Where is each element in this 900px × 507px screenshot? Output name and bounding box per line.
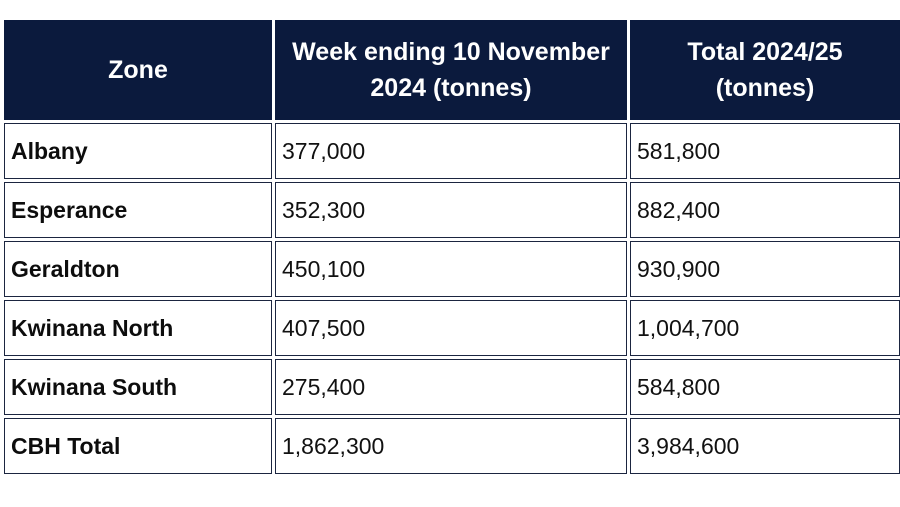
week-tonnes-cell: 377,000 — [275, 123, 627, 179]
zone-cell: Geraldton — [4, 241, 272, 297]
zone-cell: Albany — [4, 123, 272, 179]
total-tonnes-cell: 882,400 — [630, 182, 900, 238]
week-tonnes-cell: 275,400 — [275, 359, 627, 415]
table-body: Albany 377,000 581,800 Esperance 352,300… — [4, 123, 900, 474]
grain-receivals-table-container: Zone Week ending 10 November 2024 (tonne… — [1, 17, 900, 477]
table-header: Zone Week ending 10 November 2024 (tonne… — [4, 20, 900, 120]
total-tonnes-cell: 3,984,600 — [630, 418, 900, 474]
table-row: Kwinana North 407,500 1,004,700 — [4, 300, 900, 356]
table-row: Kwinana South 275,400 584,800 — [4, 359, 900, 415]
table-row: Geraldton 450,100 930,900 — [4, 241, 900, 297]
grain-receivals-table: Zone Week ending 10 November 2024 (tonne… — [1, 17, 900, 477]
table-row-total: CBH Total 1,862,300 3,984,600 — [4, 418, 900, 474]
zone-cell: Esperance — [4, 182, 272, 238]
week-tonnes-cell: 407,500 — [275, 300, 627, 356]
week-tonnes-cell: 352,300 — [275, 182, 627, 238]
total-tonnes-cell: 581,800 — [630, 123, 900, 179]
zone-cell: Kwinana South — [4, 359, 272, 415]
total-tonnes-cell: 1,004,700 — [630, 300, 900, 356]
zone-cell: Kwinana North — [4, 300, 272, 356]
zone-cell: CBH Total — [4, 418, 272, 474]
total-tonnes-cell: 584,800 — [630, 359, 900, 415]
header-row: Zone Week ending 10 November 2024 (tonne… — [4, 20, 900, 120]
week-tonnes-cell: 1,862,300 — [275, 418, 627, 474]
header-zone: Zone — [4, 20, 272, 120]
header-total-season: Total 2024/25 (tonnes) — [630, 20, 900, 120]
table-row: Esperance 352,300 882,400 — [4, 182, 900, 238]
table-row: Albany 377,000 581,800 — [4, 123, 900, 179]
week-tonnes-cell: 450,100 — [275, 241, 627, 297]
total-tonnes-cell: 930,900 — [630, 241, 900, 297]
header-week-ending: Week ending 10 November 2024 (tonnes) — [275, 20, 627, 120]
